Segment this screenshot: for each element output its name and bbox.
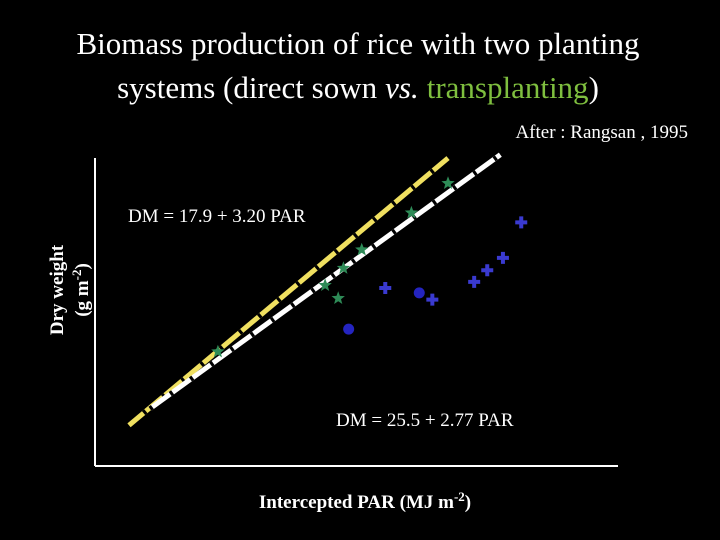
fit-equation: DM = 25.5 + 2.77 PAR [336,410,514,431]
star-point [331,291,345,304]
cross-point [379,282,392,295]
y-label-line: (g m-2) [69,263,93,317]
star-point [355,242,369,256]
star-point [336,261,351,274]
label-part: Intercepted PAR (MJ m [259,492,454,513]
label-part: (g m [72,280,93,317]
label-part: -2 [69,270,84,281]
fit-equation: DM = 17.9 + 3.20 PAR [128,206,306,227]
cross-point [496,251,509,264]
circle-point [413,287,425,299]
source-note: After : Rangsan , 1995 [515,122,688,143]
star-point [441,176,455,189]
label-part: ) [72,263,93,269]
circle-point [343,323,355,335]
cross-point [515,216,528,229]
title-part: transplanting [427,70,589,105]
star-point [318,278,332,291]
star-point [211,344,225,358]
title-line-2: systems (direct sown vs. transplanting) [117,70,599,105]
cross-point [481,264,494,277]
star-point [404,205,419,219]
x-axis-label: Intercepted PAR (MJ m-2) [259,489,471,513]
y-axis-label: Dry weight (g m-2) [47,244,93,335]
label-part: ) [465,492,471,513]
title-part: vs. [385,70,419,105]
y-label-line: Dry weight [47,244,68,335]
cross-point [468,275,481,288]
title-line-1: Biomass production of rice with two plan… [76,26,639,61]
title-part: systems (direct sown [117,70,378,105]
title-part: ) [589,70,599,105]
label-part: -2 [454,489,465,504]
fit-line-dash [127,156,450,428]
cross-point [426,293,439,306]
